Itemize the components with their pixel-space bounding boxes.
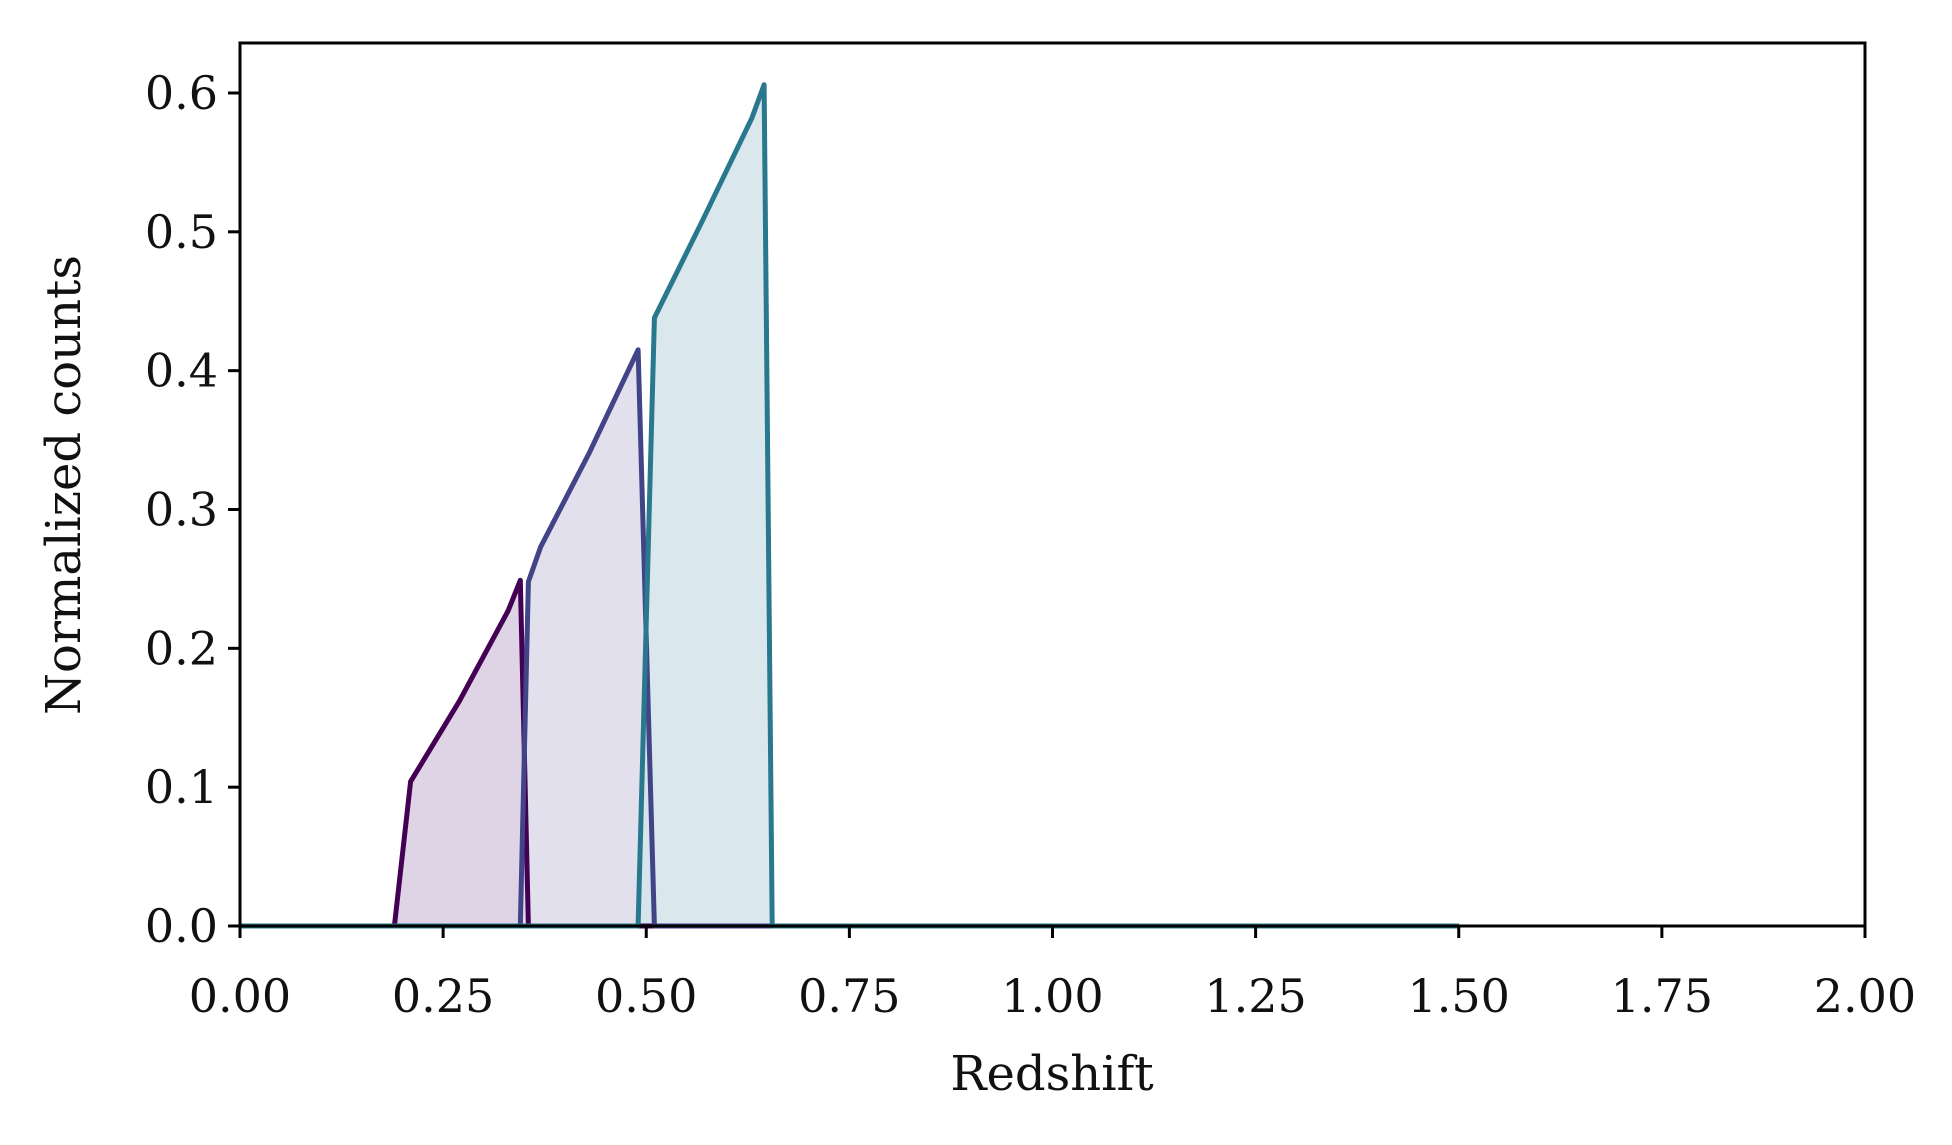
x-axis: 0.00 0.25 0.50 0.75 1.00 1.25 1.50 1.75 2.00: [189, 926, 1916, 1023]
series-1-fill: [240, 580, 1459, 926]
x-tick-label: 0.50: [595, 969, 697, 1023]
y-tick-label: 0.5: [145, 205, 218, 259]
series-lines: [240, 82, 1459, 929]
y-tick-label: 0.4: [145, 344, 218, 398]
x-tick-label: 2.00: [1814, 969, 1916, 1023]
series-fills: [240, 84, 1459, 926]
x-tick-label: 1.50: [1408, 969, 1510, 1023]
y-tick-label: 0.2: [145, 621, 218, 675]
x-tick-label: 1.75: [1611, 969, 1713, 1023]
y-tick-label: 0.3: [145, 482, 218, 536]
y-tick-label: 0.1: [145, 760, 218, 814]
x-tick-label: 1.00: [1001, 969, 1103, 1023]
x-tick-label: 0.75: [798, 969, 900, 1023]
x-axis-title: Redshift: [950, 1046, 1153, 1102]
y-tick-label: 0.0: [145, 899, 218, 953]
x-tick-label: 0.25: [392, 969, 494, 1023]
series-2-fill: [240, 349, 1459, 926]
y-axis-title: Normalized counts: [36, 255, 92, 715]
series-1-line: [240, 577, 1459, 929]
x-tick-label: 0.00: [189, 969, 291, 1023]
y-tick-label: 0.6: [145, 66, 218, 120]
y-axis: 0.0 0.1 0.2 0.3 0.4 0.5 0.6: [145, 66, 240, 953]
series-3-line: [240, 82, 1459, 929]
x-tick-label: 1.25: [1204, 969, 1306, 1023]
series-2-line: [240, 347, 1459, 929]
